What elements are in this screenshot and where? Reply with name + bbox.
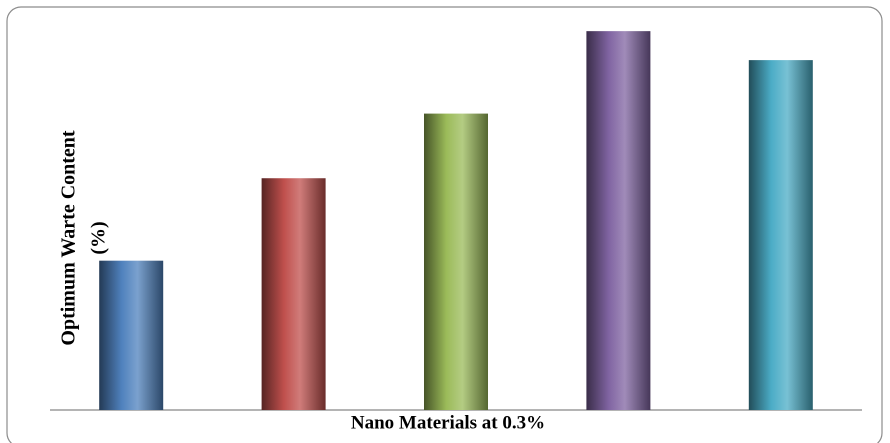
bar xyxy=(424,113,488,410)
bar xyxy=(586,31,651,411)
bar xyxy=(748,60,813,410)
bar xyxy=(261,178,326,410)
bar xyxy=(99,260,164,410)
y-axis-label: (%) xyxy=(88,221,110,254)
x-axis-label: Nano Materials at 0.3% xyxy=(351,412,545,433)
y-axis-label: Optimum Warte Content xyxy=(58,130,80,346)
